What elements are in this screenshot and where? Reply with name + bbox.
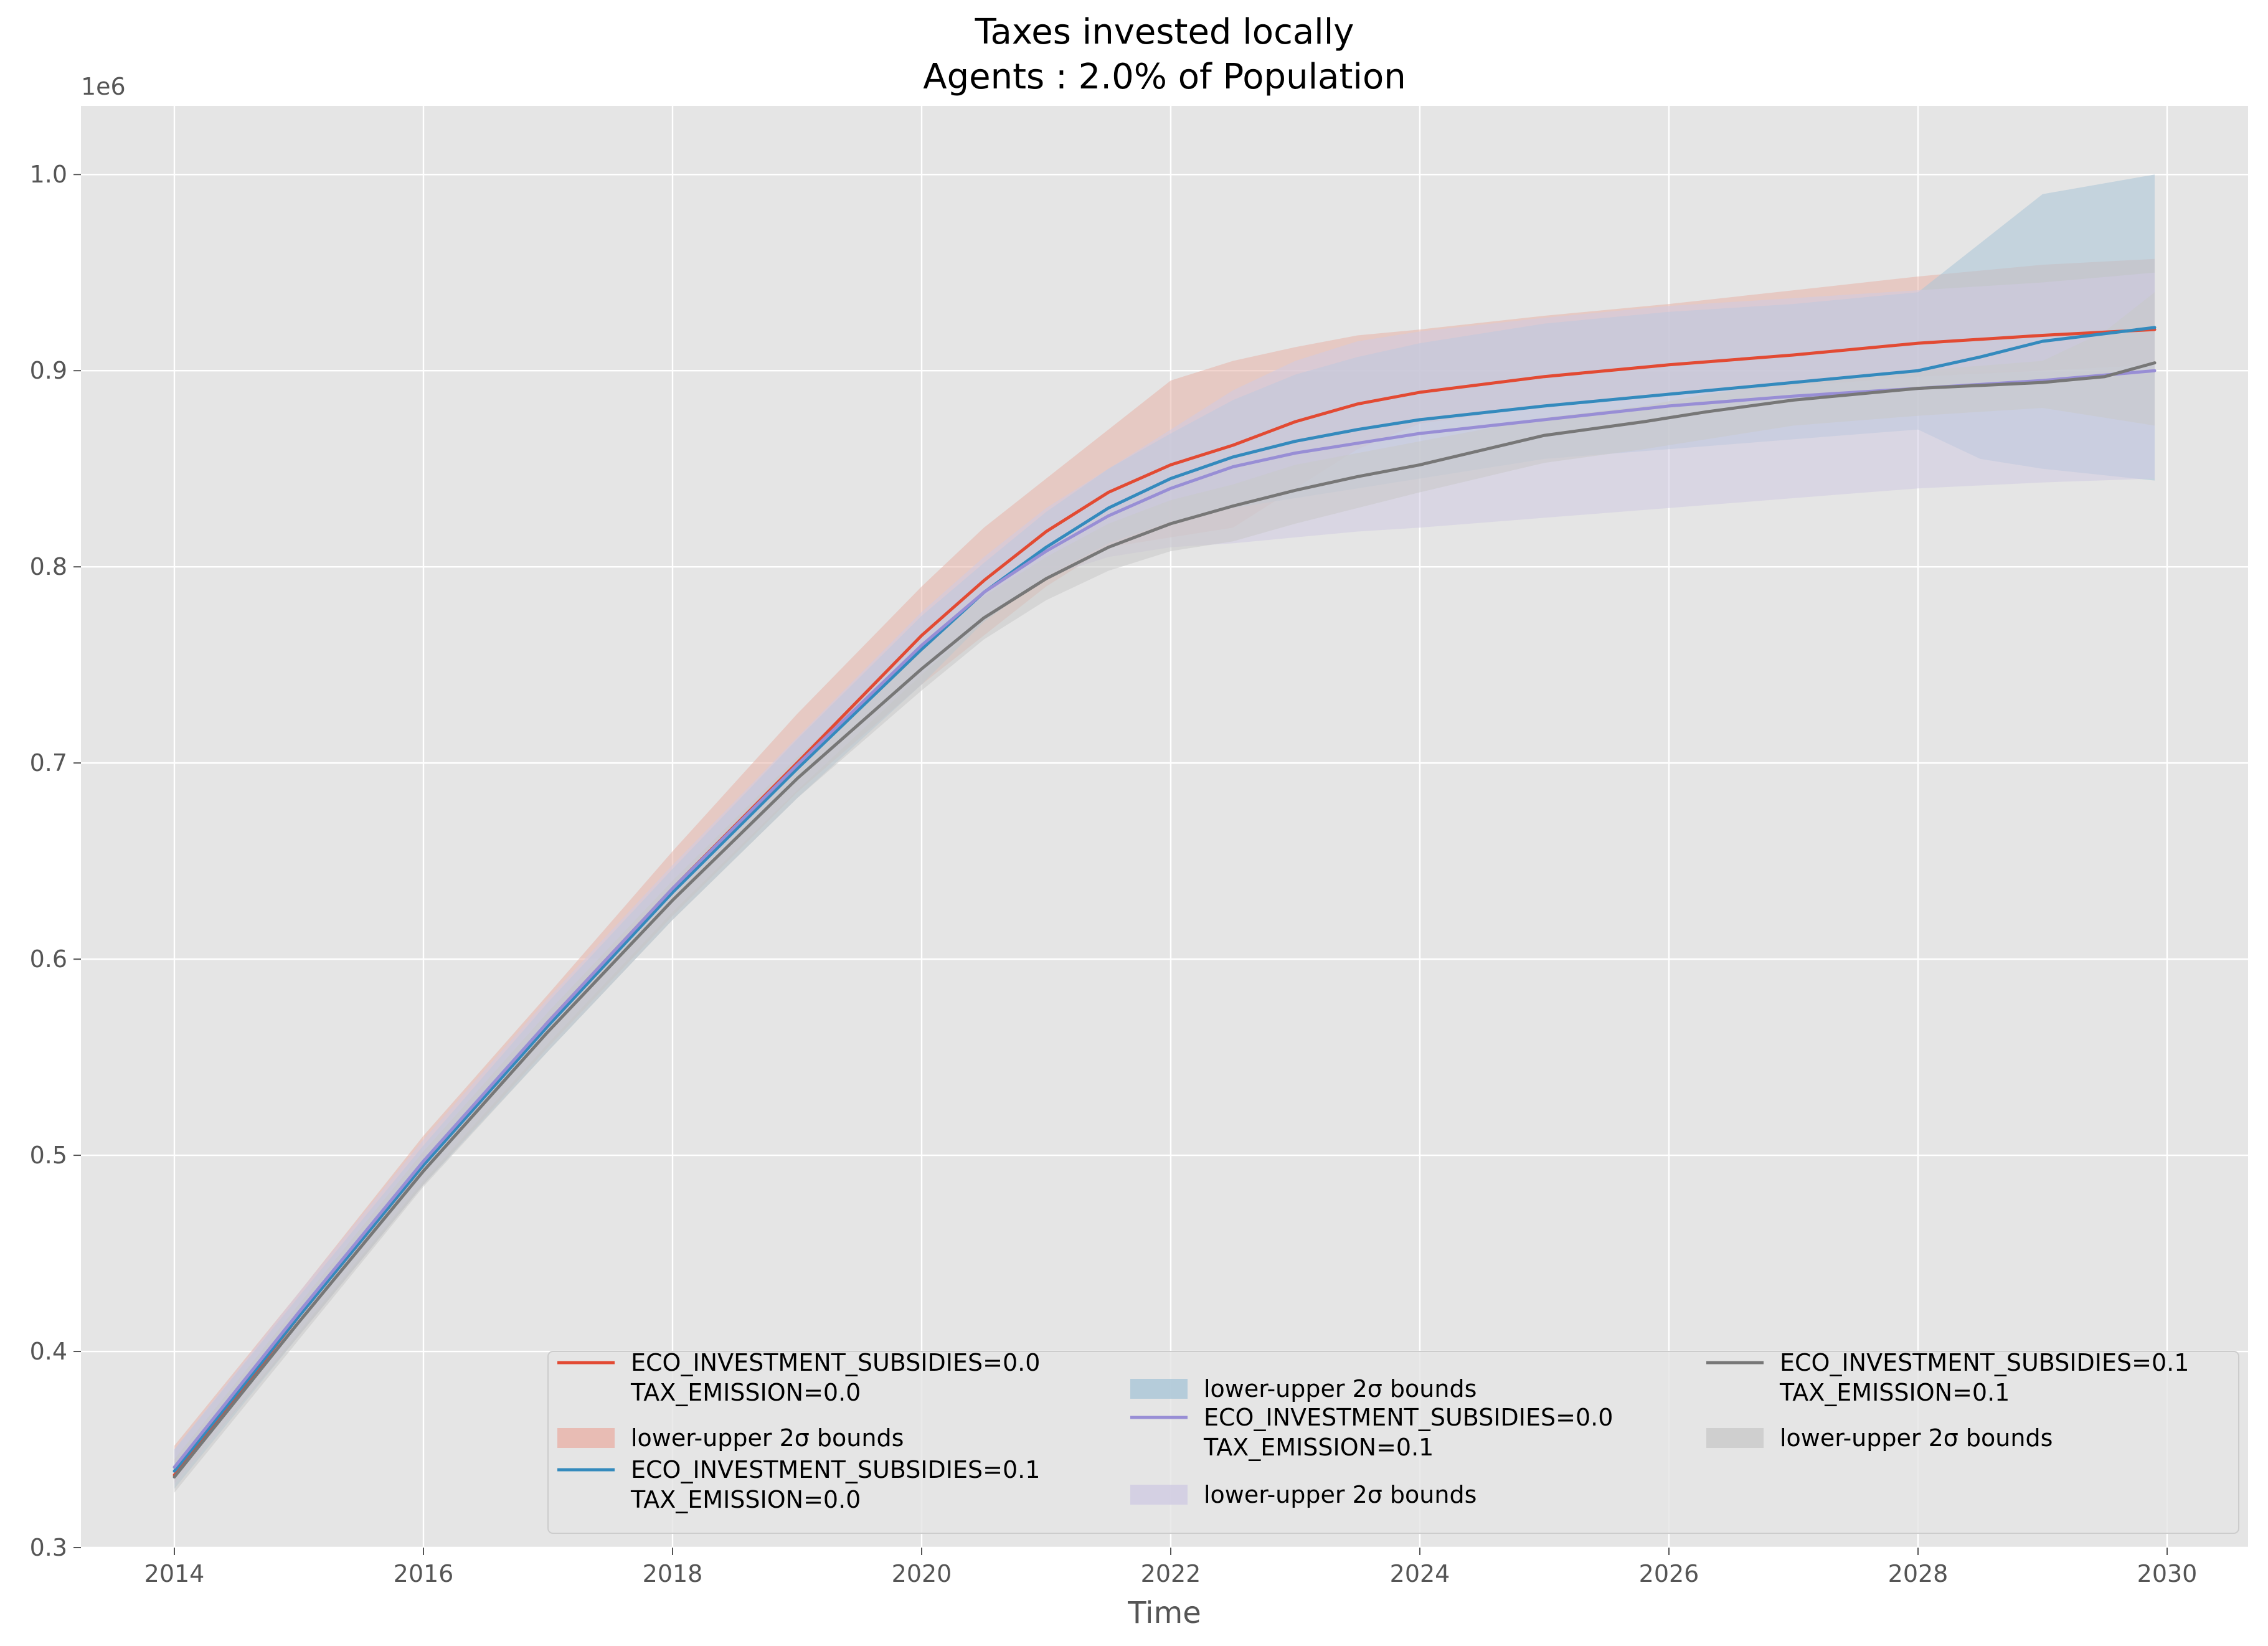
- line-series-4: [172, 361, 2157, 1479]
- legend-label-3: lower-upper 2σ bounds: [1204, 1481, 1477, 1508]
- legend-label-3: TAX_EMISSION=0.1: [1203, 1434, 1434, 1461]
- band-series-4: [174, 292, 2155, 1493]
- legend-frame: [547, 1351, 2239, 1534]
- x-axis-ticks: 2014 2016 2018 2020 2022 2024 2026 2028 2030: [144, 1548, 2198, 1587]
- uncertainty-bands: [174, 174, 2155, 1493]
- y-tick-label: 0.9: [30, 357, 67, 384]
- series-lines: [172, 326, 2157, 1479]
- line-series-2: [172, 326, 2157, 1473]
- legend-label-4: lower-upper 2σ bounds: [1780, 1424, 2053, 1452]
- y-tick-label: 0.7: [30, 749, 67, 777]
- x-tick-label: 2028: [1888, 1560, 1949, 1587]
- x-tick-label: 2024: [1390, 1560, 1450, 1587]
- x-axis-label: Time: [1127, 1596, 1201, 1630]
- x-tick-label: 2018: [643, 1560, 703, 1587]
- x-tick-label: 2026: [1639, 1560, 1699, 1587]
- x-tick-label: 2030: [2137, 1560, 2198, 1587]
- legend-label-1: lower-upper 2σ bounds: [631, 1424, 904, 1452]
- chart-subtitle: Agents : 2.0% of Population: [923, 57, 1406, 97]
- legend-label-4: TAX_EMISSION=0.1: [1779, 1379, 2010, 1406]
- y-tick-label: 0.5: [30, 1142, 67, 1169]
- legend-band-swatch-3: [1130, 1485, 1188, 1505]
- x-tick-label: 2022: [1141, 1560, 1201, 1587]
- y-tick-label: 1.0: [30, 161, 67, 188]
- y-tick-label: 0.6: [30, 945, 67, 973]
- legend-band-swatch-1: [557, 1428, 615, 1448]
- legend-band-swatch-4: [1706, 1428, 1764, 1448]
- legend-label-1: TAX_EMISSION=0.0: [630, 1379, 861, 1406]
- legend-label-1: ECO_INVESTMENT_SUBSIDIES=0.0: [631, 1349, 1040, 1376]
- line-series-3: [172, 369, 2157, 1469]
- legend-label-4: ECO_INVESTMENT_SUBSIDIES=0.1: [1780, 1349, 2189, 1376]
- y-offset-label: 1e6: [81, 73, 126, 100]
- y-tick-label: 0.8: [30, 553, 67, 580]
- chart-title: Taxes invested locally: [975, 12, 1354, 52]
- x-tick-label: 2016: [394, 1560, 454, 1587]
- y-tick-label: 0.3: [30, 1534, 67, 1561]
- legend-band-swatch-2: [1130, 1379, 1188, 1399]
- y-axis-ticks: 0.3 0.4 0.5 0.6 0.7 0.8 0.9 1.0: [30, 161, 81, 1561]
- x-tick-label: 2014: [144, 1560, 205, 1587]
- legend: ECO_INVESTMENT_SUBSIDIES=0.0 TAX_EMISSION…: [547, 1349, 2239, 1534]
- legend-label-2: lower-upper 2σ bounds: [1204, 1375, 1477, 1402]
- legend-label-2: TAX_EMISSION=0.0: [630, 1486, 861, 1513]
- legend-label-2: ECO_INVESTMENT_SUBSIDIES=0.1: [631, 1456, 1040, 1483]
- x-tick-label: 2020: [892, 1560, 952, 1587]
- y-tick-label: 0.4: [30, 1338, 67, 1365]
- legend-label-3: ECO_INVESTMENT_SUBSIDIES=0.0: [1204, 1404, 1613, 1431]
